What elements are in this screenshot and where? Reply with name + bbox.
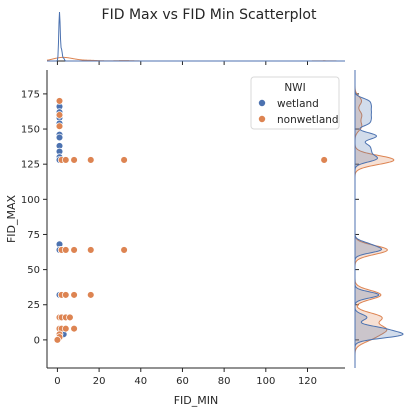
x-tick-label: 20 — [93, 376, 106, 387]
x-tick-label: 100 — [256, 376, 275, 387]
y-tick-label: 150 — [21, 125, 40, 136]
y-tick-label: 0 — [34, 335, 40, 346]
top-kde-wetland — [47, 11, 345, 62]
right-marginal-plot — [354, 70, 404, 368]
x-tick-label: 120 — [298, 376, 317, 387]
right-kde-wetland — [354, 70, 404, 368]
legend-marker-wetland — [257, 99, 266, 108]
chart-title: FID Max vs FID Min Scatterplot — [102, 7, 317, 23]
point-nonwetland — [62, 156, 70, 164]
y-axis-title: FID_MAX — [5, 194, 18, 243]
point-nonwetland — [120, 246, 128, 254]
point-nonwetland — [87, 291, 95, 299]
point-nonwetland — [120, 156, 128, 164]
point-nonwetland — [62, 291, 70, 299]
scatter-points — [53, 97, 328, 344]
point-wetland — [55, 133, 64, 142]
legend-label-nonwetland: nonwetland — [277, 114, 339, 126]
top-kde-nonwetland — [46, 56, 345, 62]
legend: NWI wetland nonwetland — [250, 76, 340, 130]
point-nonwetland — [53, 336, 62, 344]
x-tick-label: 0 — [54, 376, 60, 387]
point-nonwetland — [55, 122, 64, 130]
point-nonwetland — [55, 97, 64, 105]
top-marginal-plot — [46, 11, 345, 65]
y-tick-label: 75 — [27, 230, 40, 241]
point-nonwetland — [320, 156, 328, 164]
x-tick-label: 60 — [176, 376, 189, 387]
point-nonwetland — [87, 156, 95, 164]
y-ticks: 0 25 50 75 100 125 150 175 — [21, 89, 47, 346]
point-nonwetland — [87, 246, 95, 254]
legend-marker-nonwetland — [257, 115, 266, 124]
point-nonwetland — [55, 111, 64, 119]
legend-box — [250, 76, 340, 130]
point-nonwetland — [70, 246, 78, 254]
x-axis-title: FID_MIN — [174, 394, 219, 407]
x-tick-label: 40 — [134, 376, 147, 387]
point-nonwetland — [70, 156, 78, 164]
point-nonwetland — [62, 246, 70, 254]
x-tick-label: 80 — [218, 376, 231, 387]
y-tick-label: 125 — [21, 160, 40, 171]
legend-label-wetland: wetland — [277, 98, 319, 110]
y-tick-label: 25 — [27, 300, 40, 311]
point-nonwetland — [66, 313, 74, 322]
y-tick-label: 100 — [21, 195, 40, 206]
y-tick-label: 175 — [21, 89, 40, 100]
point-nonwetland — [70, 291, 78, 299]
x-ticks: 0 20 40 60 80 100 120 — [54, 368, 317, 387]
y-tick-label: 50 — [27, 265, 40, 276]
main-axes — [46, 70, 345, 369]
point-nonwetland — [62, 324, 70, 333]
legend-title: NWI — [284, 82, 305, 94]
point-nonwetland — [70, 324, 78, 333]
